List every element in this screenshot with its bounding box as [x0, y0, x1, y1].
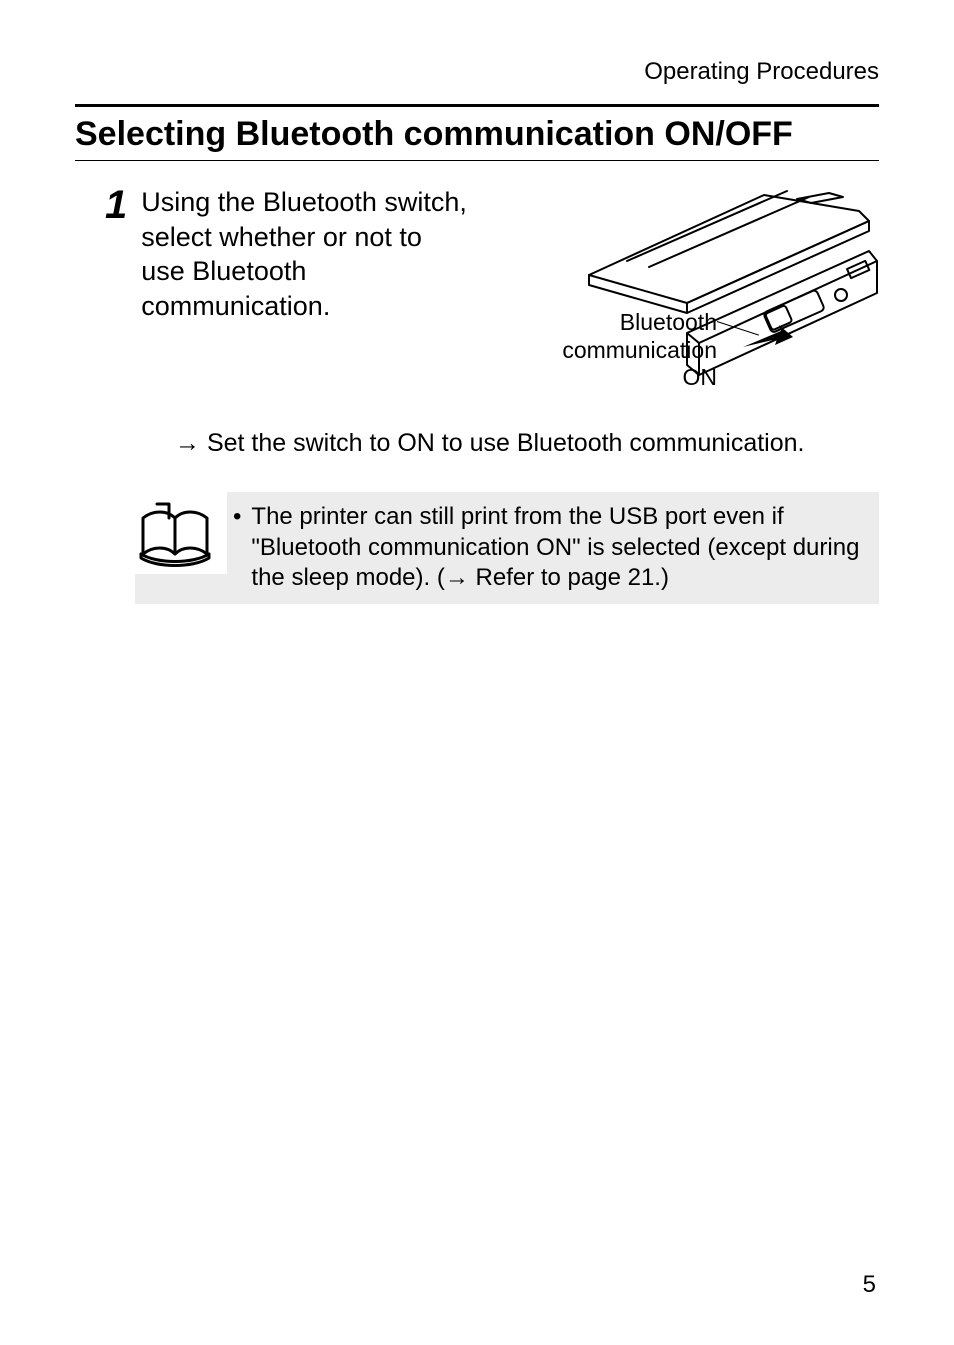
rule-bottom — [75, 160, 879, 161]
note-body-after: Refer to page 21.) — [469, 564, 669, 591]
figure-wrap: Bluetooth communication ON — [529, 185, 879, 395]
arrow-icon: → — [175, 429, 200, 457]
figure-callout-line1: Bluetooth — [620, 309, 717, 335]
printer-switch-figure: Bluetooth communication ON — [529, 185, 879, 395]
book-icon — [135, 498, 215, 568]
note-icon-cell — [135, 492, 227, 574]
note-bullet: • — [233, 502, 241, 594]
note-box: • The printer can still print from the U… — [135, 492, 879, 604]
step-text: Using the Bluetooth switch, select wheth… — [141, 185, 471, 323]
note-text: • The printer can still print from the U… — [227, 492, 879, 604]
note-arrow-icon: → — [445, 564, 469, 591]
step-number: 1 — [105, 185, 127, 323]
note-body: The printer can still print from the USB… — [251, 502, 865, 594]
section-title: Selecting Bluetooth communication ON/OFF — [75, 115, 879, 154]
step-row: 1 Using the Bluetooth switch, select whe… — [75, 185, 879, 395]
figure-callout-line2: communication ON — [562, 337, 717, 391]
rule-top — [75, 104, 879, 107]
result-line: → Set the switch to ON to use Bluetooth … — [175, 429, 879, 458]
page-number: 5 — [863, 1271, 876, 1299]
running-head: Operating Procedures — [75, 58, 879, 86]
result-text: Set the switch to ON to use Bluetooth co… — [207, 429, 805, 457]
page: Operating Procedures Selecting Bluetooth… — [0, 0, 954, 1345]
step-left: 1 Using the Bluetooth switch, select whe… — [75, 185, 511, 323]
figure-callout-label: Bluetooth communication ON — [529, 309, 717, 392]
